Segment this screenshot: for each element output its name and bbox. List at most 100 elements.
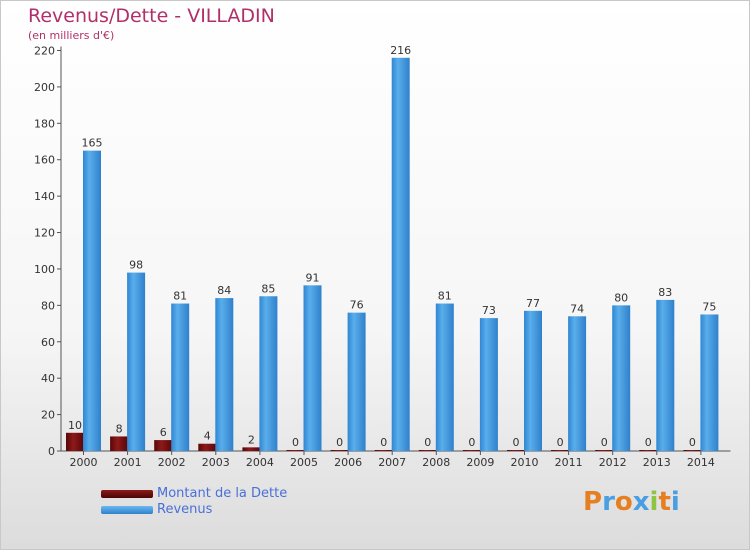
x-tick-label: 2006 [334,456,362,469]
debt-bar [374,450,393,451]
logo-letter: i [649,487,659,517]
y-tick-label: 0 [48,445,55,458]
revenue-data-label: 80 [614,291,628,304]
revenue-data-label: 165 [82,137,103,150]
logo-letter: x [632,487,650,517]
x-tick-label: 2013 [643,456,671,469]
x-tick-label: 2004 [246,456,274,469]
debt-bar [154,440,173,451]
revenue-bar [259,296,278,451]
x-tick-label: 2012 [599,456,627,469]
revenue-bar [171,303,190,451]
logo-letter: r [602,487,615,517]
revenue-bar [391,57,410,451]
revenue-bar [215,298,234,451]
x-tick-label: 2001 [114,456,142,469]
logo-letter: t [658,487,671,517]
x-tick-label: 2000 [70,456,98,469]
revenue-bar [435,303,454,451]
revenue-bar [303,285,322,451]
x-tick-label: 2009 [466,456,494,469]
y-tick-label: 100 [34,263,55,276]
y-tick-label: 140 [34,190,55,203]
revenue-bar [524,310,542,451]
revenue-data-label: 76 [350,299,364,312]
revenue-bar [127,272,146,451]
debt-data-label: 8 [116,422,123,435]
debt-bar [110,436,129,451]
revenue-bar [479,318,498,451]
legend-swatch-revenus [101,506,153,514]
debt-data-label: 0 [645,436,652,449]
debt-bar [639,450,658,451]
revenue-data-label: 85 [261,282,275,295]
revenue-bar [656,299,675,451]
x-tick-label: 2011 [555,456,583,469]
revenue-data-label: 91 [306,271,320,284]
x-tick-label: 2003 [202,456,230,469]
debt-bar [462,450,481,451]
legend-label-dette: Montant de la Dette [157,486,288,501]
y-tick-label: 80 [41,299,55,312]
x-tick-label: 2010 [511,456,539,469]
legend-label-revenus: Revenus [157,502,213,517]
debt-data-label: 4 [204,430,211,443]
revenue-data-label: 81 [438,290,452,303]
debt-data-label: 0 [513,436,520,449]
debt-bar [66,432,84,451]
revenue-data-label: 75 [702,300,716,313]
revenue-bar [700,314,719,451]
chart-subtitle: (en milliers d'€) [28,29,115,42]
x-tick-label: 2014 [687,456,715,469]
revenue-data-label: 216 [390,44,411,57]
y-tick-label: 160 [34,154,55,167]
y-tick-label: 60 [41,336,55,349]
revenue-bar [612,305,631,451]
debt-data-label: 0 [689,436,696,449]
debt-data-label: 0 [557,436,564,449]
debt-data-label: 0 [380,436,387,449]
revenue-bar [83,150,101,451]
y-tick-label: 40 [41,372,55,385]
revenue-data-label: 98 [129,259,143,272]
logo-letter: o [614,487,633,517]
revenue-bar [568,316,587,451]
revenue-bar [347,312,366,451]
y-tick-label: 180 [34,117,55,130]
debt-data-label: 0 [468,436,475,449]
revenue-data-label: 74 [570,302,584,315]
debt-bar [551,450,570,451]
debt-data-label: 0 [336,436,343,449]
x-tick-label: 2008 [422,456,450,469]
debt-data-label: 6 [160,426,167,439]
debt-bar [507,450,525,451]
debt-bar [595,450,614,451]
x-tick-label: 2005 [290,456,318,469]
debt-data-label: 0 [292,436,299,449]
chart-labels: 10 165 8 98 6 81 4 84 2 85 0 91 0 76 0 216 0 81 0 73 0 77 0 74 0… [68,44,716,449]
chart-bars [66,57,719,451]
y-tick-label: 220 [34,45,55,58]
logo-letter: i [670,487,680,517]
debt-bar [286,450,305,451]
brand-logo: Proxiti [583,487,680,517]
debt-bar [330,450,349,451]
debt-bar [198,443,217,451]
debt-data-label: 10 [68,419,82,432]
y-tick-label: 120 [34,227,55,240]
revenue-data-label: 83 [658,286,672,299]
revenue-data-label: 84 [217,284,231,297]
chart-title: Revenus/Dette - VILLADIN [28,5,275,27]
revenue-data-label: 81 [173,290,187,303]
debt-data-label: 0 [424,436,431,449]
debt-bar [242,447,261,451]
legend-swatch-dette [101,490,153,498]
logo-letter: P [583,487,603,517]
x-tick-label: 2007 [378,456,406,469]
debt-bar [418,450,437,451]
revenue-data-label: 77 [526,297,540,310]
debt-data-label: 2 [248,433,255,446]
y-tick-label: 200 [34,81,55,94]
